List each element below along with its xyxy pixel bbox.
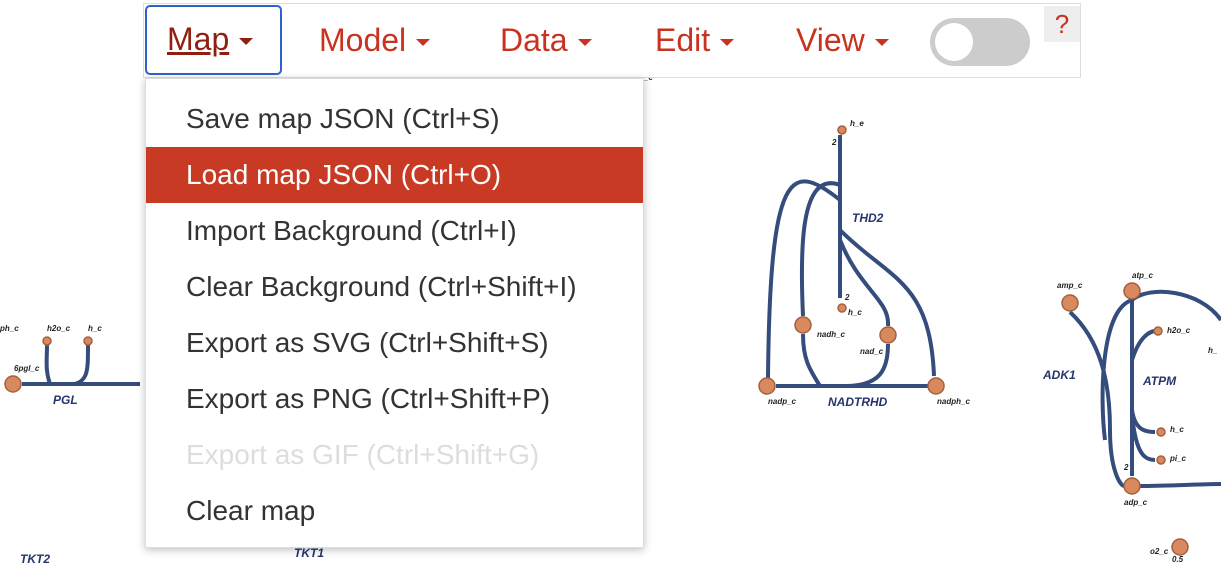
- map-label: TKT1: [294, 546, 324, 560]
- toggle-switch[interactable]: [930, 18, 1030, 66]
- dropdown-item[interactable]: Export as SVG (Ctrl+Shift+S): [186, 327, 549, 358]
- map-lines: [22, 135, 1221, 488]
- map-label: adp_c: [1124, 498, 1148, 507]
- map-label: h_c: [848, 308, 862, 317]
- map-label: 2: [1123, 463, 1129, 472]
- map-label: nadph_c: [937, 397, 970, 406]
- map-label: 0.5: [1172, 555, 1184, 563]
- map-label: atp_c: [1132, 271, 1153, 280]
- map-label: nad_c: [860, 347, 884, 356]
- map-label: nadp_c: [768, 397, 797, 406]
- map-label: 2: [831, 138, 837, 147]
- map-label: NADTRHD: [828, 395, 888, 409]
- map-label: h_c: [1170, 425, 1184, 434]
- menu-item[interactable]: Data: [500, 22, 592, 59]
- toggle-knob: [935, 23, 973, 61]
- dropdown-menu: Save map JSON (Ctrl+S) Load map JSON (Ct…: [145, 78, 644, 548]
- dropdown-item: Export as GIF (Ctrl+Shift+G): [186, 439, 540, 470]
- menu-button[interactable]: Map: [145, 5, 282, 75]
- dropdown-item[interactable]: Clear Background (Ctrl+Shift+I): [186, 271, 577, 302]
- map-label: PGL: [53, 393, 78, 407]
- map-label: h_e: [850, 119, 864, 128]
- help-button[interactable]: ?: [1044, 6, 1080, 42]
- map-label: o2_c: [1150, 547, 1169, 556]
- map-nodes: [4, 125, 1189, 556]
- map-label: ATPM: [1142, 374, 1177, 388]
- map-label: TKT2: [20, 552, 50, 563]
- map-label: h2o_c: [47, 324, 71, 333]
- dropdown-item[interactable]: Import Background (Ctrl+I): [186, 215, 517, 246]
- dropdown-item[interactable]: Export as PNG (Ctrl+Shift+P): [186, 383, 551, 414]
- menu-item[interactable]: Edit: [655, 22, 734, 59]
- menu-item[interactable]: Model: [319, 22, 430, 59]
- dropdown-item[interactable]: Load map JSON (Ctrl+O): [146, 147, 643, 203]
- map-label: amp_c: [1057, 281, 1083, 290]
- dropdown-item[interactable]: Clear map: [186, 495, 316, 526]
- menu-item[interactable]: View: [796, 22, 889, 59]
- map-label: pi_c: [1169, 454, 1187, 463]
- map-label: h_: [1208, 346, 1218, 355]
- map-label: h2o_c: [1167, 326, 1191, 335]
- map-label: nadh_c: [817, 330, 846, 339]
- map-label: THD2: [852, 211, 884, 225]
- dropdown-item[interactable]: Save map JSON (Ctrl+S): [186, 103, 500, 134]
- map-label: ph_c: [0, 324, 19, 333]
- map-label: ADK1: [1042, 368, 1076, 382]
- menu-bar: Map Model Data Edit View ?: [143, 3, 1081, 78]
- map-label: h_c: [88, 324, 102, 333]
- map-label: 2: [844, 293, 850, 302]
- menu-item[interactable]: Map: [167, 21, 253, 58]
- map-label: 6pgl_c: [14, 364, 40, 373]
